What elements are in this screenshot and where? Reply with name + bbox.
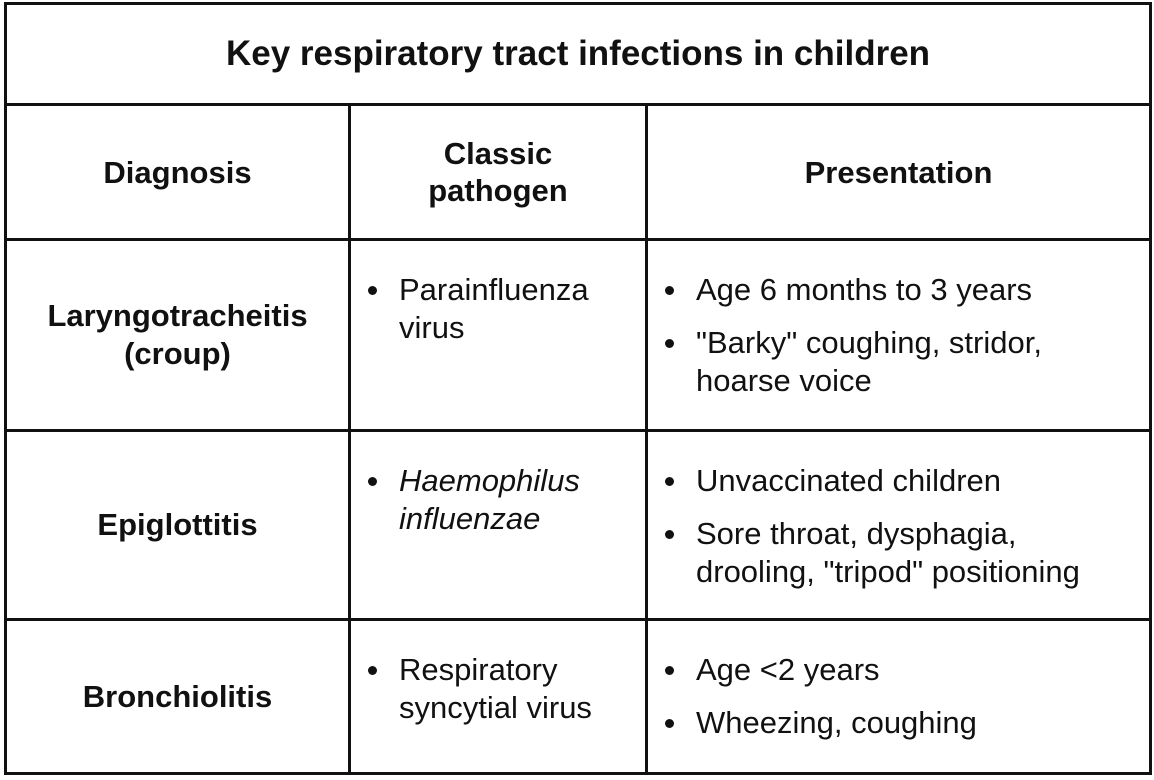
pathogen-list: Respiratory syncytial virus bbox=[351, 621, 645, 727]
diagnosis-name: Bronchiolitis bbox=[82, 678, 273, 714]
diagnosis-alias: (croup) bbox=[124, 336, 231, 371]
header-diagnosis: Diagnosis bbox=[4, 103, 351, 241]
header-classic-pathogen: Classic pathogen bbox=[348, 103, 648, 241]
table-row: Epiglottitis Haemophilus influenzae Unva… bbox=[4, 429, 1153, 621]
presentation-item: "Barky" coughing, stridor, hoarse voice bbox=[664, 324, 1139, 400]
presentation-item: Unvaccinated children bbox=[664, 462, 1139, 500]
diagnosis-name: Epiglottitis bbox=[97, 507, 258, 542]
table-title: Key respiratory tract infections in chil… bbox=[3, 2, 1153, 106]
header-pathogen-line-2: pathogen bbox=[428, 173, 568, 208]
pathogen-item: Respiratory syncytial virus bbox=[368, 651, 635, 727]
pathogen-list: Parainfluenza virus bbox=[351, 241, 645, 347]
presentation-item: Age 6 months to 3 years bbox=[664, 271, 1139, 309]
presentation-list: Unvaccinated children Sore throat, dysph… bbox=[648, 432, 1149, 591]
presentation-cell: Age 6 months to 3 years "Barky" coughing… bbox=[644, 238, 1153, 432]
title-row: Key respiratory tract infections in chil… bbox=[3, 2, 1153, 106]
diagnosis-cell: Bronchiolitis bbox=[4, 618, 351, 775]
presentation-cell: Unvaccinated children Sore throat, dysph… bbox=[644, 429, 1153, 621]
presentation-item: Age <2 years bbox=[664, 651, 1139, 689]
pathogen-cell: Parainfluenza virus bbox=[348, 238, 648, 432]
pathogen-cell: Respiratory syncytial virus bbox=[348, 618, 648, 775]
pathogen-cell: Haemophilus influenzae bbox=[348, 429, 648, 621]
table-row: Laryngotracheitis (croup) Parainfluenza … bbox=[4, 238, 1153, 432]
presentation-list: Age 6 months to 3 years "Barky" coughing… bbox=[648, 241, 1149, 400]
header-pathogen-line-1: Classic bbox=[443, 136, 553, 171]
diagnosis-cell: Laryngotracheitis (croup) bbox=[4, 238, 351, 432]
diagnosis-name: Laryngotracheitis bbox=[47, 298, 308, 333]
diagnosis-cell: Epiglottitis bbox=[4, 429, 351, 621]
presentation-item: Sore throat, dysphagia, drooling, "tripo… bbox=[664, 515, 1139, 591]
presentation-cell: Age <2 years Wheezing, coughing bbox=[644, 618, 1153, 775]
infections-table: Key respiratory tract infections in chil… bbox=[3, 2, 1153, 775]
table-row: Bronchiolitis Respiratory syncytial viru… bbox=[4, 618, 1153, 775]
pathogen-list: Haemophilus influenzae bbox=[351, 432, 645, 538]
presentation-item: Wheezing, coughing bbox=[664, 704, 1139, 742]
pathogen-item: Haemophilus influenzae bbox=[368, 462, 635, 538]
header-presentation: Presentation bbox=[644, 103, 1153, 241]
presentation-list: Age <2 years Wheezing, coughing bbox=[648, 621, 1149, 742]
pathogen-item: Parainfluenza virus bbox=[368, 271, 635, 347]
header-row: Diagnosis Classic pathogen Presentation bbox=[4, 103, 1153, 241]
